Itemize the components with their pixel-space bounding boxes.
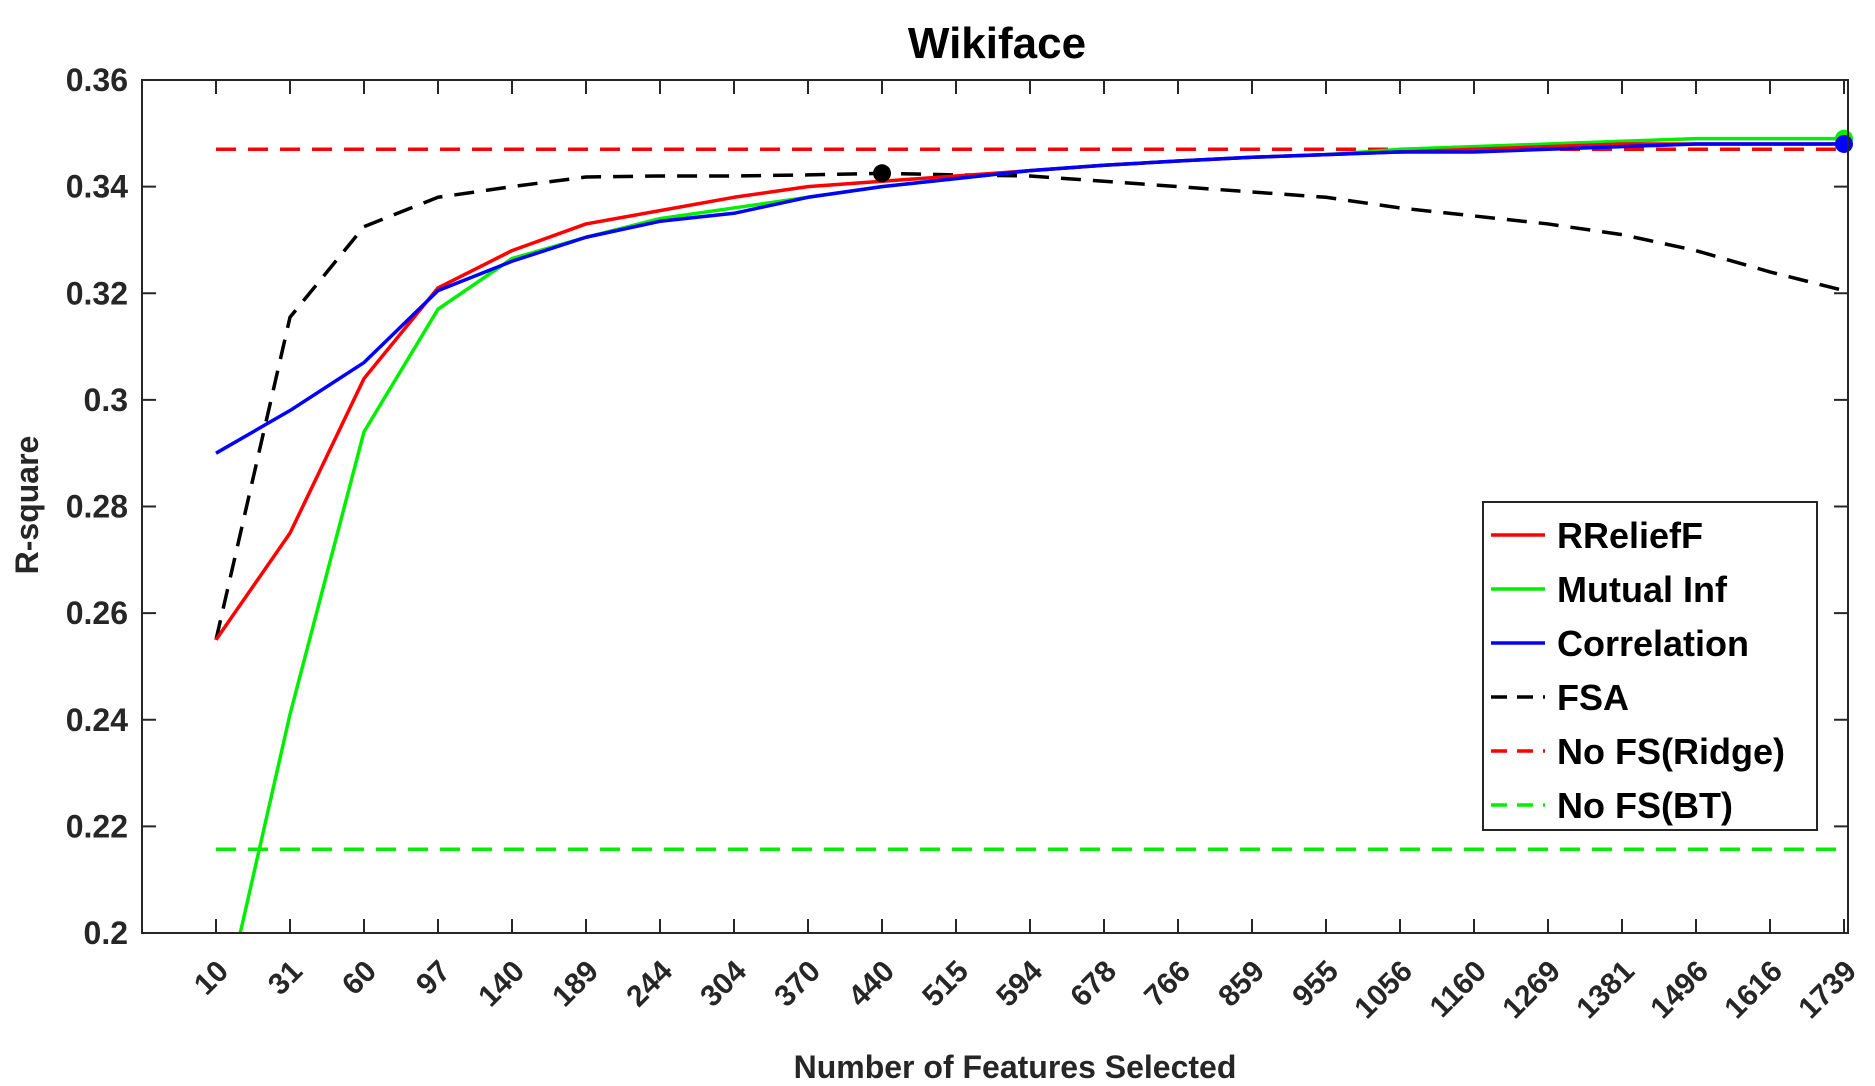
- y-tick-label: 0.3: [84, 382, 128, 418]
- x-tick-label: 1056: [1348, 955, 1419, 1026]
- series-line-2: [215, 142, 1844, 455]
- x-tick-label: 10: [188, 955, 235, 1002]
- y-tick-label: 0.36: [66, 62, 128, 98]
- x-tick-label: 189: [546, 955, 605, 1014]
- x-tick-label: 859: [1212, 955, 1271, 1014]
- x-axis-label: Number of Features Selected: [794, 1049, 1237, 1085]
- y-tick-label: 0.28: [66, 489, 128, 525]
- x-tick-label: 304: [694, 954, 753, 1013]
- x-tick-label: 1496: [1644, 955, 1715, 1026]
- x-tick-label: 97: [410, 955, 457, 1002]
- legend-label: No FS(BT): [1557, 785, 1733, 826]
- y-axis-label: R-square: [9, 436, 45, 575]
- x-tick-label: 594: [990, 954, 1049, 1013]
- x-tick-label: 140: [472, 955, 531, 1014]
- legend-box: [1482, 501, 1818, 831]
- legend: RReliefF Mutual Inf Correlation FSA No FS(Ri…: [1482, 501, 1818, 831]
- x-tick-label: 440: [842, 955, 901, 1014]
- legend-label: Mutual Inf: [1557, 569, 1728, 610]
- series-endpoint-marker-2: [1835, 134, 1853, 153]
- legend-label: No FS(Ridge): [1557, 731, 1785, 772]
- x-tick-label: 1381: [1570, 955, 1641, 1026]
- legend-label: Correlation: [1557, 623, 1749, 664]
- x-tick-label: 1739: [1792, 955, 1863, 1026]
- axes-box: [141, 79, 1849, 934]
- x-tick-label: 1160: [1424, 955, 1493, 1024]
- x-tick-label: 515: [916, 955, 975, 1014]
- x-tick-label: 31: [262, 955, 309, 1002]
- y-tick-label: 0.34: [66, 169, 128, 205]
- series-best-marker-3: [873, 164, 891, 183]
- y-tick-label: 0.2: [84, 915, 128, 951]
- legend-label: FSA: [1557, 677, 1629, 718]
- x-tick-label: 1616: [1718, 955, 1789, 1026]
- x-tick-label: 60: [336, 955, 383, 1002]
- series-line-3: [214, 171, 1845, 641]
- y-tick-label: 0.24: [66, 702, 128, 738]
- x-tick-label: 678: [1064, 955, 1123, 1014]
- x-tick-label: 244: [620, 954, 679, 1013]
- y-tick-label: 0.32: [66, 275, 128, 311]
- x-tick-label: 955: [1286, 955, 1345, 1014]
- x-tick-label: 370: [768, 955, 827, 1014]
- series-group: [214, 136, 1848, 933]
- x-tick-label: 1269: [1496, 955, 1567, 1026]
- chart-title: Wikiface: [908, 19, 1086, 68]
- x-tick-label: 766: [1138, 955, 1197, 1014]
- y-tick-label: 0.22: [66, 808, 128, 844]
- legend-label: RReliefF: [1557, 515, 1703, 556]
- y-tick-label: 0.26: [66, 595, 128, 631]
